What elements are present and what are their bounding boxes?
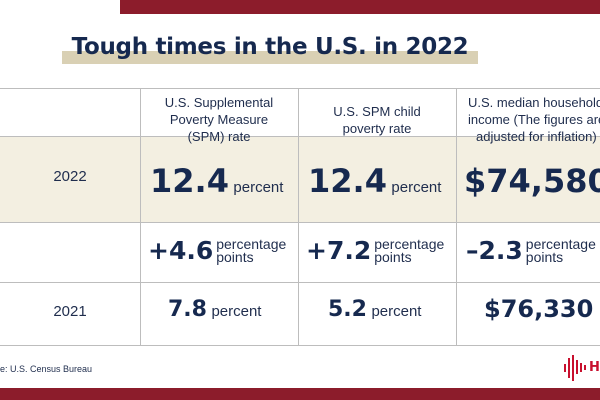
- unit-line: percentage: [525, 236, 596, 252]
- spm-2021-unit: percent: [211, 303, 262, 320]
- column-header-spm-rate: U.S. Supplemental Poverty Measure (SPM) …: [146, 94, 292, 145]
- bar-wave-logo-icon: [564, 355, 586, 381]
- spm-change-value: +4.6 percentage points: [148, 236, 286, 265]
- logo-wordmark: HC: [589, 360, 600, 375]
- unit-line: points: [525, 248, 564, 265]
- unit-line: points: [216, 248, 254, 265]
- row-divider-3: [0, 282, 600, 283]
- spm-2021-value: 7.8 percent: [168, 297, 261, 322]
- header-line: poverty rate: [342, 121, 412, 136]
- row-divider-1: [0, 136, 600, 137]
- child-2021-unit: percent: [371, 303, 422, 320]
- income-2021-number: $76,330: [484, 295, 594, 323]
- header-line: U.S. Supplemental: [164, 95, 274, 110]
- header-line: (SPM) rate: [187, 129, 251, 144]
- top-bar-white-segment: [0, 0, 120, 14]
- page-title: Tough times in the U.S. in 2022: [71, 34, 469, 60]
- table-top-border: [0, 88, 600, 89]
- spm-2022-number: 12.4: [150, 162, 229, 200]
- top-bar-red-segment: [120, 0, 600, 14]
- child-2021-value: 5.2 percent: [328, 297, 421, 322]
- header-line: adjusted for inflation): [476, 129, 597, 144]
- spm-2022-value: 12.4 percent: [150, 162, 283, 200]
- unit-line: points: [374, 248, 412, 265]
- child-change-number: +7.2: [306, 236, 372, 265]
- table-bottom-border: [0, 345, 600, 346]
- header-line: Poverty Measure: [169, 112, 269, 127]
- source-note: e: U.S. Census Bureau: [0, 364, 93, 374]
- income-2022-value: $74,580: [464, 162, 600, 200]
- row-divider-2: [0, 222, 600, 223]
- column-divider-1: [140, 88, 141, 345]
- income-change-unit: percentage points: [525, 236, 596, 265]
- spm-change-unit: percentage points: [216, 235, 287, 265]
- column-divider-2: [298, 88, 299, 345]
- row-label-2022: 2022: [53, 168, 87, 185]
- child-change-unit: percentage points: [374, 235, 445, 265]
- child-change-value: +7.2 percentage points: [306, 236, 444, 265]
- income-change-value: –2.3 percentage points: [466, 236, 600, 265]
- title-underline-band: [62, 51, 478, 64]
- child-2022-unit: percent: [391, 179, 442, 196]
- header-line: U.S. median household: [468, 95, 600, 110]
- header-line: U.S. SPM child: [333, 104, 421, 119]
- column-header-child-poverty: U.S. SPM child poverty rate: [304, 103, 450, 137]
- title-band: Tough times in the U.S. in 2022: [62, 30, 478, 64]
- top-color-bar: [0, 0, 600, 14]
- column-header-median-income: U.S. median household income (The figure…: [462, 94, 600, 145]
- header-line: income (The figures are: [468, 112, 600, 127]
- income-2021-value: $76,330: [484, 295, 593, 323]
- highlight-row-2022: [0, 136, 600, 222]
- spm-2021-number: 7.8: [168, 297, 207, 322]
- income-change-number: –2.3: [466, 236, 523, 265]
- spm-2022-unit: percent: [233, 179, 284, 196]
- child-2022-number: 12.4: [308, 162, 387, 200]
- bottom-color-bar: [0, 388, 600, 400]
- spm-change-number: +4.6: [148, 236, 214, 265]
- column-divider-3: [456, 88, 457, 345]
- child-2021-number: 5.2: [328, 297, 367, 322]
- unit-line: percentage: [216, 235, 287, 252]
- child-2022-value: 12.4 percent: [308, 162, 441, 200]
- unit-line: percentage: [374, 235, 445, 252]
- income-2022-number: $74,580: [464, 162, 600, 200]
- row-label-2021: 2021: [53, 303, 87, 320]
